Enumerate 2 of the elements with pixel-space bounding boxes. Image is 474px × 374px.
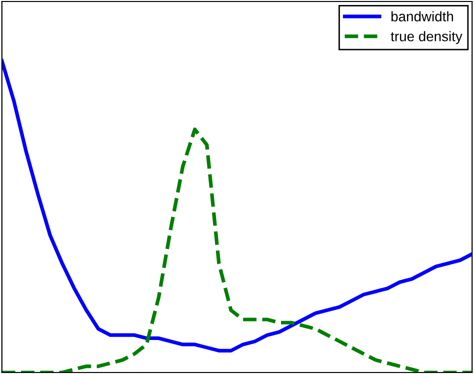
legend-label: true density: [390, 31, 462, 44]
legend-label: bandwidth: [391, 11, 454, 22]
